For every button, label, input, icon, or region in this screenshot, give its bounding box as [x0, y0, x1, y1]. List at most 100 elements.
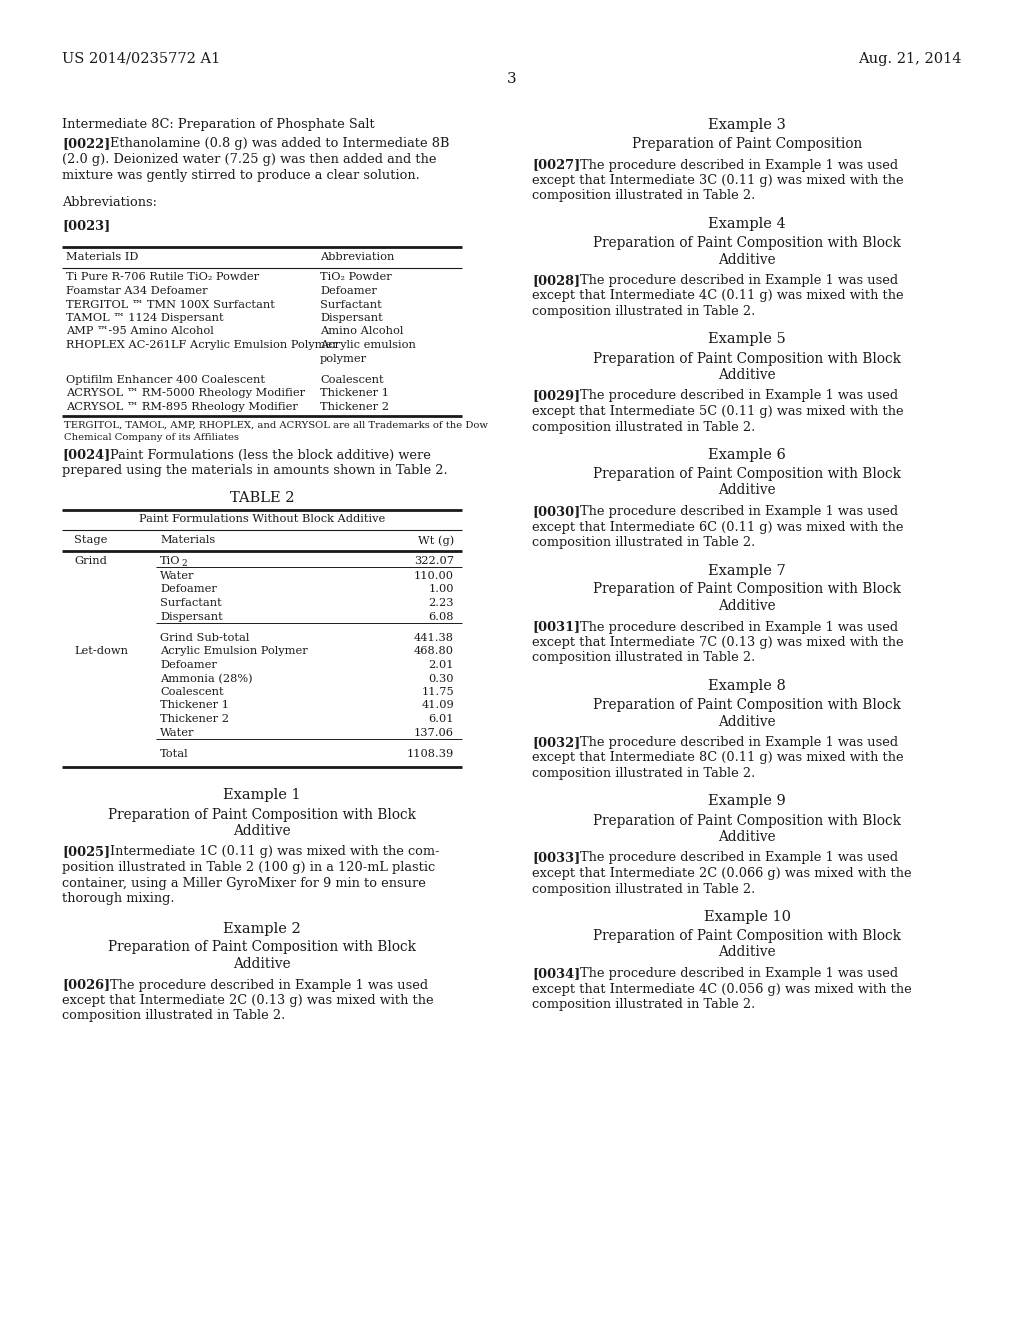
Text: polymer: polymer: [319, 354, 368, 363]
Text: 110.00: 110.00: [414, 572, 454, 581]
Text: thorough mixing.: thorough mixing.: [62, 892, 174, 906]
Text: Ti Pure R-706 Rutile TiO₂ Powder: Ti Pure R-706 Rutile TiO₂ Powder: [66, 272, 259, 282]
Text: except that Intermediate 3C (0.11 g) was mixed with the: except that Intermediate 3C (0.11 g) was…: [532, 174, 903, 187]
Text: [0029]: [0029]: [532, 389, 581, 403]
Text: Acrylic Emulsion Polymer: Acrylic Emulsion Polymer: [160, 647, 308, 656]
Text: TiO: TiO: [160, 556, 180, 565]
Text: Example 3: Example 3: [708, 117, 786, 132]
Text: Thickener 2: Thickener 2: [319, 403, 389, 412]
Text: Example 7: Example 7: [709, 564, 785, 578]
Text: Defoamer: Defoamer: [160, 585, 217, 594]
Text: Materials: Materials: [160, 535, 215, 545]
Text: Total: Total: [160, 748, 188, 759]
Text: except that Intermediate 2C (0.066 g) was mixed with the: except that Intermediate 2C (0.066 g) wa…: [532, 867, 911, 880]
Text: except that Intermediate 4C (0.056 g) was mixed with the: except that Intermediate 4C (0.056 g) wa…: [532, 982, 911, 995]
Text: except that Intermediate 8C (0.11 g) was mixed with the: except that Intermediate 8C (0.11 g) was…: [532, 751, 903, 764]
Text: Preparation of Paint Composition with Block: Preparation of Paint Composition with Bl…: [593, 813, 901, 828]
Text: [0024]: [0024]: [62, 449, 111, 462]
Text: Additive: Additive: [718, 599, 776, 612]
Text: Additive: Additive: [718, 368, 776, 381]
Text: Preparation of Paint Composition with Block: Preparation of Paint Composition with Bl…: [593, 582, 901, 597]
Text: Abbreviation: Abbreviation: [319, 252, 394, 261]
Text: 322.07: 322.07: [414, 556, 454, 565]
Text: The procedure described in Example 1 was used: The procedure described in Example 1 was…: [580, 620, 898, 634]
Text: Preparation of Paint Composition with Block: Preparation of Paint Composition with Bl…: [108, 940, 416, 954]
Text: except that Intermediate 2C (0.13 g) was mixed with the: except that Intermediate 2C (0.13 g) was…: [62, 994, 433, 1007]
Text: composition illustrated in Table 2.: composition illustrated in Table 2.: [62, 1010, 286, 1023]
Text: Example 8: Example 8: [708, 678, 786, 693]
Text: Surfactant: Surfactant: [319, 300, 382, 309]
Text: TAMOL ™ 1124 Dispersant: TAMOL ™ 1124 Dispersant: [66, 313, 223, 323]
Text: 41.09: 41.09: [421, 701, 454, 710]
Text: TERGITOL, TAMOL, AMP, RHOPLEX, and ACRYSOL are all Trademarks of the Dow: TERGITOL, TAMOL, AMP, RHOPLEX, and ACRYS…: [63, 421, 487, 429]
Text: [0031]: [0031]: [532, 620, 581, 634]
Text: The procedure described in Example 1 was used: The procedure described in Example 1 was…: [580, 506, 898, 517]
Text: Optifilm Enhancer 400 Coalescent: Optifilm Enhancer 400 Coalescent: [66, 375, 265, 385]
Text: Abbreviations:: Abbreviations:: [62, 195, 157, 209]
Text: TABLE 2: TABLE 2: [229, 491, 294, 506]
Text: Wt (g): Wt (g): [418, 535, 454, 545]
Text: Intermediate 1C (0.11 g) was mixed with the com-: Intermediate 1C (0.11 g) was mixed with …: [110, 846, 439, 858]
Text: Preparation of Paint Composition with Block: Preparation of Paint Composition with Bl…: [108, 808, 416, 821]
Text: TERGITOL ™ TMN 100X Surfactant: TERGITOL ™ TMN 100X Surfactant: [66, 300, 274, 309]
Text: Foamstar A34 Defoamer: Foamstar A34 Defoamer: [66, 286, 208, 296]
Text: Example 4: Example 4: [709, 216, 785, 231]
Text: US 2014/0235772 A1: US 2014/0235772 A1: [62, 51, 220, 66]
Text: Example 9: Example 9: [709, 795, 785, 808]
Text: Preparation of Paint Composition with Block: Preparation of Paint Composition with Bl…: [593, 351, 901, 366]
Text: [0023]: [0023]: [62, 219, 111, 232]
Text: Dispersant: Dispersant: [160, 611, 223, 622]
Text: [0033]: [0033]: [532, 851, 581, 865]
Text: Stage: Stage: [74, 535, 108, 545]
Text: 1.00: 1.00: [428, 585, 454, 594]
Text: Water: Water: [160, 727, 195, 738]
Text: Example 2: Example 2: [223, 921, 301, 936]
Text: prepared using the materials in amounts shown in Table 2.: prepared using the materials in amounts …: [62, 465, 447, 477]
Text: [0030]: [0030]: [532, 506, 581, 517]
Text: composition illustrated in Table 2.: composition illustrated in Table 2.: [532, 305, 756, 318]
Text: Intermediate 8C: Preparation of Phosphate Salt: Intermediate 8C: Preparation of Phosphat…: [62, 117, 375, 131]
Text: 3: 3: [507, 73, 517, 86]
Text: 468.80: 468.80: [414, 647, 454, 656]
Text: Preparation of Paint Composition with Block: Preparation of Paint Composition with Bl…: [593, 698, 901, 711]
Text: except that Intermediate 7C (0.13 g) was mixed with the: except that Intermediate 7C (0.13 g) was…: [532, 636, 903, 649]
Text: 6.01: 6.01: [428, 714, 454, 723]
Text: The procedure described in Example 1 was used: The procedure described in Example 1 was…: [110, 978, 428, 991]
Text: Additive: Additive: [718, 252, 776, 267]
Text: Chemical Company of its Affiliates: Chemical Company of its Affiliates: [63, 433, 239, 441]
Text: [0027]: [0027]: [532, 158, 581, 172]
Text: Let-down: Let-down: [74, 647, 128, 656]
Text: except that Intermediate 6C (0.11 g) was mixed with the: except that Intermediate 6C (0.11 g) was…: [532, 520, 903, 533]
Text: Additive: Additive: [718, 830, 776, 843]
Text: composition illustrated in Table 2.: composition illustrated in Table 2.: [532, 883, 756, 895]
Text: Defoamer: Defoamer: [319, 286, 377, 296]
Text: composition illustrated in Table 2.: composition illustrated in Table 2.: [532, 421, 756, 433]
Text: Ammonia (28%): Ammonia (28%): [160, 673, 253, 684]
Text: Grind Sub-total: Grind Sub-total: [160, 634, 250, 643]
Text: Defoamer: Defoamer: [160, 660, 217, 671]
Text: Preparation of Paint Composition with Block: Preparation of Paint Composition with Bl…: [593, 467, 901, 480]
Text: except that Intermediate 4C (0.11 g) was mixed with the: except that Intermediate 4C (0.11 g) was…: [532, 289, 903, 302]
Text: Water: Water: [160, 572, 195, 581]
Text: Paint Formulations Without Block Additive: Paint Formulations Without Block Additiv…: [139, 515, 385, 524]
Text: Coalescent: Coalescent: [319, 375, 384, 385]
Text: Additive: Additive: [233, 824, 291, 838]
Text: Surfactant: Surfactant: [160, 598, 222, 609]
Text: Grind: Grind: [74, 556, 106, 565]
Text: The procedure described in Example 1 was used: The procedure described in Example 1 was…: [580, 158, 898, 172]
Text: Preparation of Paint Composition: Preparation of Paint Composition: [632, 137, 862, 150]
Text: 441.38: 441.38: [414, 634, 454, 643]
Text: Thickener 1: Thickener 1: [160, 701, 229, 710]
Text: [0034]: [0034]: [532, 968, 581, 979]
Text: ACRYSOL ™ RM-5000 Rheology Modifier: ACRYSOL ™ RM-5000 Rheology Modifier: [66, 388, 305, 399]
Text: The procedure described in Example 1 was used: The procedure described in Example 1 was…: [580, 275, 898, 286]
Text: Additive: Additive: [718, 483, 776, 498]
Text: The procedure described in Example 1 was used: The procedure described in Example 1 was…: [580, 968, 898, 979]
Text: 6.08: 6.08: [428, 611, 454, 622]
Text: composition illustrated in Table 2.: composition illustrated in Table 2.: [532, 536, 756, 549]
Text: composition illustrated in Table 2.: composition illustrated in Table 2.: [532, 652, 756, 664]
Text: Example 10: Example 10: [703, 909, 791, 924]
Text: ACRYSOL ™ RM-895 Rheology Modifier: ACRYSOL ™ RM-895 Rheology Modifier: [66, 403, 298, 412]
Text: Paint Formulations (less the block additive) were: Paint Formulations (less the block addit…: [110, 449, 431, 462]
Text: [0026]: [0026]: [62, 978, 111, 991]
